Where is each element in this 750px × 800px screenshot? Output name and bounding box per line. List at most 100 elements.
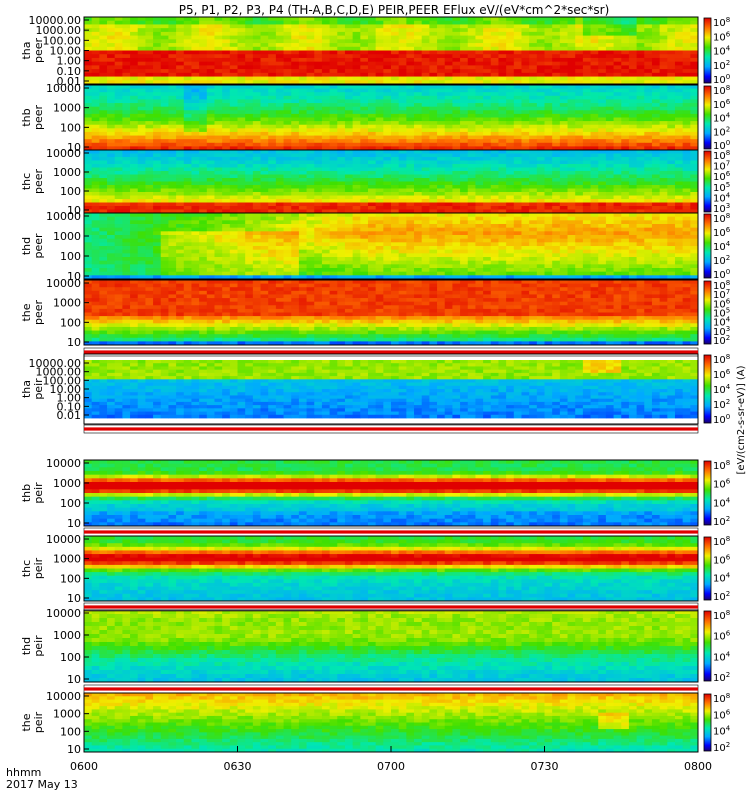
spectrogram-cell: [398, 110, 407, 115]
spectrogram-cell: [429, 57, 438, 63]
spectrogram-cell: [229, 206, 238, 210]
spectrogram-cell: [245, 174, 254, 179]
spectrogram-cell: [314, 31, 323, 37]
spectrogram-cell: [99, 238, 108, 243]
spectrogram-cell: [559, 174, 568, 179]
spectrogram-cell: [321, 128, 330, 133]
spectrogram-cell: [314, 17, 323, 22]
spectrogram-cell: [521, 199, 530, 203]
spectrogram-cell: [114, 69, 123, 74]
spectrogram-cell: [283, 103, 292, 108]
spectrogram-cell: [160, 92, 169, 97]
spectrogram-cell: [674, 80, 684, 85]
spectrogram-cell: [153, 20, 162, 25]
spectrogram-cell: [437, 188, 446, 193]
spectrogram-cell: [467, 231, 476, 236]
spectrogram-cell: [444, 202, 453, 207]
spectrogram-cell: [168, 20, 177, 25]
spectrogram-cell: [214, 76, 223, 81]
spectrogram-cell: [260, 227, 269, 232]
spectrogram-cell: [421, 206, 430, 210]
spectrogram-cell: [383, 99, 392, 104]
spectrogram-cell: [536, 227, 545, 232]
spectrogram-cell: [513, 195, 522, 200]
spectrogram-cell: [214, 88, 223, 93]
spectrogram-cell: [329, 199, 338, 203]
spectrogram-cell: [498, 39, 507, 44]
spectrogram-cell: [529, 213, 538, 218]
spectrogram-cell: [237, 28, 246, 33]
spectrogram-cell: [344, 135, 354, 140]
spectrogram-cell: [429, 17, 438, 22]
spectrogram-cell: [229, 235, 238, 240]
spectrogram-cell: [84, 46, 93, 51]
spectrogram-cell: [283, 61, 292, 66]
spectrogram-cell: [222, 121, 231, 126]
spectrogram-cell: [306, 31, 315, 37]
spectrogram-cell: [452, 135, 461, 140]
spectrogram-cell: [114, 24, 123, 29]
spectrogram-cell: [590, 88, 599, 93]
spectrogram-cell: [153, 61, 162, 66]
spectrogram-cell: [690, 17, 699, 22]
spectrogram-cell: [214, 113, 223, 118]
spectrogram-cell: [145, 46, 154, 51]
spectrogram-cell: [229, 146, 238, 151]
spectrogram-cell: [636, 99, 645, 104]
spectrogram-cell: [268, 139, 277, 144]
spectrogram-cell: [383, 150, 392, 154]
spectrogram-cell: [298, 220, 307, 225]
spectrogram-cell: [391, 31, 400, 37]
spectrogram-cell: [114, 121, 123, 126]
spectrogram-cell: [283, 76, 292, 81]
spectrogram-cell: [444, 150, 453, 154]
y-tick-label: 10000: [46, 147, 81, 160]
spectrogram-cell: [406, 174, 415, 179]
spectrogram-cell: [421, 106, 430, 111]
spectrogram-cell: [99, 146, 108, 151]
spectrogram-cell: [575, 92, 584, 97]
spectrogram-cell: [114, 216, 123, 221]
spectrogram-cell: [567, 199, 576, 203]
spectrogram-cell: [321, 202, 330, 207]
spectrogram-cell: [114, 50, 123, 55]
spectrogram-cell: [137, 235, 146, 240]
spectrogram-cell: [406, 209, 415, 214]
spectrogram-cell: [314, 110, 323, 115]
spectrogram-cell: [306, 76, 315, 81]
spectrogram-cell: [513, 209, 522, 214]
spectrogram-cell: [291, 220, 300, 225]
spectrogram-cell: [360, 171, 369, 175]
spectrogram-cell: [406, 106, 415, 111]
spectrogram-cell: [674, 46, 684, 51]
spectrogram-cell: [644, 146, 653, 151]
spectrogram-cell: [91, 150, 100, 154]
spectrogram-cell: [352, 35, 361, 40]
spectrogram-cell: [490, 39, 499, 44]
spectrogram-cell: [421, 227, 430, 232]
spectrogram-cell: [137, 61, 146, 66]
spectrogram-cell: [122, 80, 131, 85]
spectrogram-cell: [145, 220, 154, 225]
spectrogram-cell: [360, 202, 369, 207]
spectrogram-cell: [99, 61, 108, 66]
spectrogram-cell: [452, 224, 461, 229]
spectrogram-cell: [375, 69, 384, 74]
spectrogram-cell: [513, 153, 522, 158]
spectrogram-cell: [114, 72, 123, 77]
spectrogram-cell: [391, 199, 400, 203]
spectrogram-cell: [383, 195, 392, 200]
spectrogram-cell: [452, 220, 461, 225]
spectrogram-cell: [130, 213, 139, 218]
spectrogram-cell: [552, 195, 561, 200]
y-tick-label: 1000: [53, 166, 81, 179]
spectrogram-cell: [483, 181, 492, 186]
spectrogram-cell: [406, 160, 415, 165]
spectrogram-cell: [567, 227, 576, 232]
spectrogram-cell: [529, 39, 538, 44]
spectrogram-cell: [383, 103, 392, 108]
y-tick-label: 100: [60, 121, 81, 134]
spectrogram-cell: [475, 31, 484, 37]
spectrogram-cell: [559, 92, 568, 97]
spectrogram-cell: [84, 227, 93, 232]
